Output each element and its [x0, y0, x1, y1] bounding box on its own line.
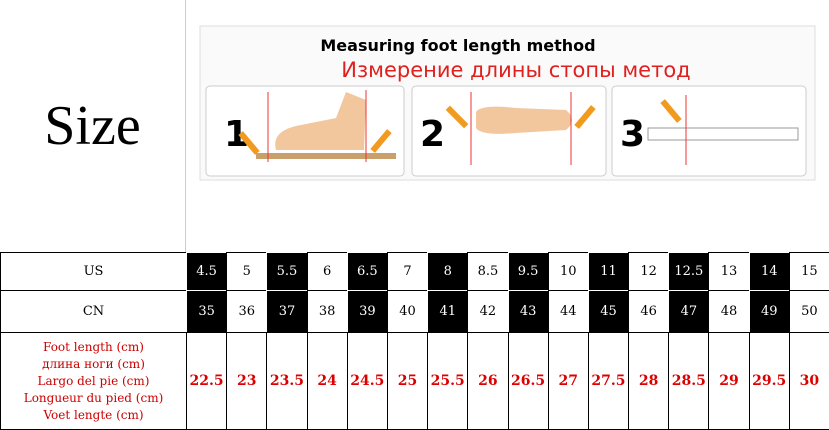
size-cell: 44: [547, 290, 589, 333]
size-cell: 26: [467, 332, 509, 430]
size-cell: 29: [708, 332, 750, 430]
size-table: US 4.5 5 5.5 6 6.5 7 8 8.5 9.5 10 11 12 12.5 13 14 15 CN 3…: [0, 252, 829, 430]
size-cell: 25.5: [427, 332, 469, 430]
size-cell: 38: [306, 290, 348, 333]
size-cell: 48: [708, 290, 750, 333]
row-label: US: [0, 252, 187, 291]
size-cell: 6.5: [346, 252, 388, 291]
size-cell: 26.5: [507, 332, 549, 430]
size-cell: 9.5: [507, 252, 549, 291]
size-cell: 27.5: [587, 332, 630, 430]
size-cell: 4.5: [186, 252, 228, 291]
size-cell: 25: [386, 332, 429, 430]
size-cell: 42: [467, 290, 509, 333]
diagram-subtitle: Измерение длины стопы метод: [341, 58, 690, 82]
size-cell: 49: [748, 290, 790, 333]
size-cell: 23.5: [266, 332, 308, 430]
diagram-title: Measuring foot length method: [320, 36, 595, 55]
panel-1: 1: [205, 85, 405, 177]
size-cell: 37: [266, 290, 308, 333]
size-cell: 23: [226, 332, 268, 430]
row-label: Foot length (cm) длина ноги (cm) Largo del…: [0, 332, 187, 430]
size-cell: 24: [306, 332, 348, 430]
size-cell: 5.5: [266, 252, 308, 291]
size-cell: 8.5: [467, 252, 509, 291]
panel-3: 3: [611, 85, 807, 177]
size-cell: 45: [587, 290, 630, 333]
size-cell: 28.5: [668, 332, 710, 430]
panel-2: 2: [411, 85, 607, 177]
row-label: CN: [0, 290, 187, 333]
size-cell: 11: [587, 252, 630, 291]
size-cell: 10: [547, 252, 589, 291]
size-cell: 35: [186, 290, 228, 333]
step-number: 2: [420, 114, 445, 155]
size-cell: 36: [226, 290, 268, 333]
size-cell: 29.5: [748, 332, 790, 430]
size-cell: 14: [748, 252, 790, 291]
size-cell: 12.5: [668, 252, 710, 291]
size-cell: 27: [547, 332, 589, 430]
size-cell: Size: [0, 0, 186, 252]
size-cell: 7: [386, 252, 429, 291]
size-cell: 50: [788, 290, 829, 333]
size-cell: 13: [708, 252, 750, 291]
size-cell: 12: [628, 252, 670, 291]
size-label: Size: [44, 95, 141, 157]
label-line: Largo del pie (cm): [37, 373, 150, 388]
size-cell: 22.5: [186, 332, 228, 430]
label-line: Longueur du pied (cm): [23, 390, 164, 405]
label-line: длина ноги (cm): [42, 356, 145, 371]
size-cell: 5: [226, 252, 268, 291]
size-cell: 30: [788, 332, 829, 430]
size-cell: 41: [427, 290, 469, 333]
size-cell: 28: [628, 332, 670, 430]
size-cell: 46: [628, 290, 670, 333]
size-cell: 39: [346, 290, 388, 333]
size-cell: 47: [668, 290, 710, 333]
size-cell: 6: [306, 252, 348, 291]
label-line: Voet lengte (cm): [43, 407, 144, 422]
size-cell: 40: [386, 290, 429, 333]
size-cell: 24.5: [346, 332, 388, 430]
size-cell: 8: [427, 252, 469, 291]
label-line: Foot length (cm): [43, 339, 144, 354]
size-cell: 15: [788, 252, 829, 291]
size-cell: 43: [507, 290, 549, 333]
measure-diagram: Measuring foot length method Измерение д…: [199, 25, 816, 181]
step-number: 3: [620, 114, 645, 155]
